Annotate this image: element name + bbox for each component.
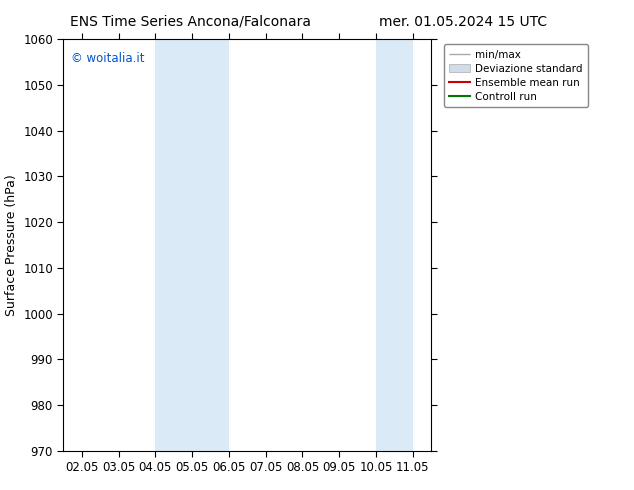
Text: © woitalia.it: © woitalia.it: [71, 51, 145, 65]
Bar: [155, 39, 229, 451]
Bar: [376, 39, 413, 451]
Y-axis label: Surface Pressure (hPa): Surface Pressure (hPa): [4, 174, 18, 316]
Text: ENS Time Series Ancona/Falconara: ENS Time Series Ancona/Falconara: [70, 15, 311, 29]
Text: mer. 01.05.2024 15 UTC: mer. 01.05.2024 15 UTC: [378, 15, 547, 29]
Legend: min/max, Deviazione standard, Ensemble mean run, Controll run: min/max, Deviazione standard, Ensemble m…: [444, 45, 588, 107]
